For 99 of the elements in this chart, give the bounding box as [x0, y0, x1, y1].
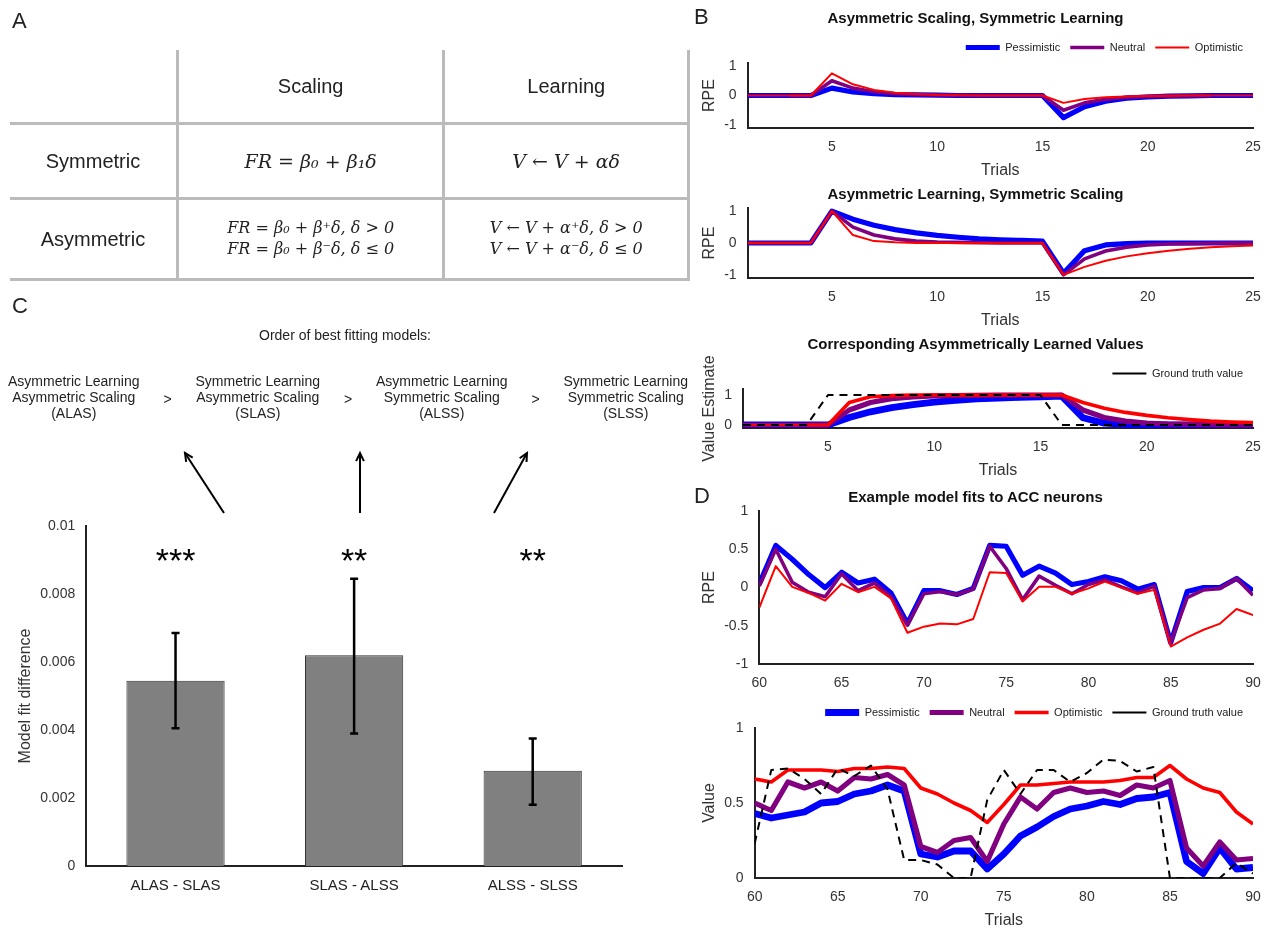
chart-title: Corresponding Asymmetrically Learned Values [807, 335, 1144, 353]
chart-title: Order of best fitting models: [258, 327, 432, 343]
x-tick-label: 5 [824, 438, 833, 455]
x-tick-label: 75 [998, 674, 1015, 691]
x-tick-label: 25 [1245, 438, 1261, 455]
x-tick-label: 60 [751, 674, 768, 691]
text: V ← V + αδ [443, 123, 689, 199]
x-axis-title: Trials [981, 310, 1020, 328]
text: > [343, 391, 353, 407]
y-tick-label: 0.002 [40, 788, 76, 805]
x-tick-label: 80 [1079, 888, 1095, 905]
legend-label: Ground truth value [1151, 705, 1244, 718]
text: C [12, 293, 28, 319]
legend-label: Optimistic [1194, 40, 1244, 53]
y-tick-label: -1 [735, 655, 749, 672]
legend-label: Neutral [1109, 40, 1146, 53]
chart-title: Asymmetric Learning, Symmetric Scaling [827, 185, 1124, 203]
legend-label: Pessimistic [1005, 40, 1061, 53]
y-tick-label: 0.008 [40, 584, 76, 601]
x-tick-label: 60 [746, 888, 763, 905]
y-tick-label: 0 [735, 868, 744, 885]
x-tick-label: 10 [929, 288, 946, 305]
y-tick-label: 0 [728, 233, 737, 250]
y-axis-title: RPE [700, 226, 718, 260]
text: Symmetric Learning Asymmetric Scaling (SLAS) [195, 373, 320, 421]
annotation: *** [155, 541, 196, 580]
y-tick-label: 0.5 [724, 793, 744, 810]
legend-label: Pessimistic [864, 705, 921, 718]
y-tick-label: 0 [728, 86, 737, 103]
text: FR = β₀ + β⁺δ, δ > 0 FR = β₀ + β⁻δ, δ ≤ 0 [177, 198, 444, 280]
x-tick-label: 10 [926, 438, 943, 455]
text: A [12, 8, 27, 34]
y-tick-label: 0.5 [728, 540, 749, 557]
annotation: ** [519, 541, 546, 580]
text: FR = β₀ + β₁δ [177, 123, 444, 199]
text: Asymmetric [10, 198, 178, 280]
x-tick-label: 65 [833, 674, 850, 691]
x-tick-label: 75 [996, 888, 1012, 905]
x-tick-label: 65 [829, 888, 846, 905]
x-tick-label: 20 [1139, 138, 1156, 155]
y-tick-label: 1 [735, 718, 744, 735]
y-tick-label: 0.01 [47, 516, 76, 533]
x-tick-label: 85 [1162, 674, 1179, 691]
text: > [163, 391, 172, 407]
x-tick-label: 5 [827, 288, 836, 305]
legend-label: Ground truth value [1151, 366, 1244, 379]
x-tick-label: 25 [1245, 138, 1261, 155]
x-tick-label: ALAS - SLAS [130, 876, 221, 894]
text: > [531, 391, 540, 407]
y-tick-label: 0 [740, 578, 749, 595]
x-tick-label: 20 [1138, 438, 1155, 455]
x-tick-label: 70 [912, 888, 929, 905]
x-tick-label: 25 [1245, 288, 1261, 305]
y-tick-label: 1 [728, 56, 737, 73]
x-tick-label: 85 [1162, 888, 1178, 905]
text: Scaling [177, 50, 444, 124]
y-tick-label: 1 [740, 501, 749, 518]
y-tick-label: 1 [728, 202, 737, 219]
x-axis-title: Trials [984, 910, 1024, 928]
y-tick-label: 0.006 [40, 652, 76, 669]
x-axis-title: Trials [981, 160, 1020, 178]
text: D [694, 483, 710, 509]
x-tick-label: 5 [827, 138, 836, 155]
text: Symmetric [10, 123, 178, 199]
text: Learning [443, 50, 689, 124]
chart-title: Asymmetric Scaling, Symmetric Learning [827, 9, 1124, 27]
x-tick-label: 70 [916, 674, 932, 691]
text: Asymmetric Learning Symmetric Scaling (ALSS) [376, 373, 508, 421]
legend-label: Neutral [969, 705, 1005, 718]
x-tick-label: 90 [1245, 674, 1261, 691]
y-axis-title: Value Estimate [700, 355, 718, 462]
text: Symmetric Learning Symmetric Scaling (SLSS) [563, 373, 688, 421]
chart-title: Example model fits to ACC neurons [848, 488, 1103, 506]
x-tick-label: SLAS - ALSS [309, 876, 399, 894]
y-tick-label: -0.5 [724, 616, 749, 633]
text: V ← V + α⁺δ, δ > 0 V ← V + α⁻δ, δ ≤ 0 [443, 198, 689, 280]
y-tick-label: -1 [724, 265, 737, 282]
x-axis-title: Trials [978, 460, 1018, 478]
x-tick-label: 20 [1139, 288, 1156, 305]
y-tick-label: 0 [724, 415, 733, 432]
x-tick-label: 80 [1080, 674, 1097, 691]
y-tick-label: 0.004 [40, 720, 76, 737]
legend-label: Optimistic [1054, 705, 1103, 718]
y-axis-title: Value [700, 783, 718, 823]
x-tick-label: 10 [929, 138, 946, 155]
x-tick-label: ALSS - SLSS [487, 876, 578, 894]
y-axis-title: RPE [700, 571, 718, 605]
x-tick-label: 15 [1032, 438, 1049, 455]
x-tick-label: 15 [1034, 138, 1051, 155]
x-tick-label: 90 [1245, 888, 1261, 905]
annotation: ** [340, 541, 368, 580]
y-axis-title: RPE [700, 79, 718, 112]
y-tick-label: 1 [724, 385, 733, 402]
y-tick-label: 0 [67, 856, 76, 873]
text: Asymmetric Learning Asymmetric Scaling (ALAS) [8, 373, 140, 421]
text: B [694, 4, 709, 30]
y-tick-label: -1 [724, 115, 737, 132]
x-tick-label: 15 [1034, 288, 1051, 305]
y-axis-title: Model fit difference [16, 628, 34, 764]
